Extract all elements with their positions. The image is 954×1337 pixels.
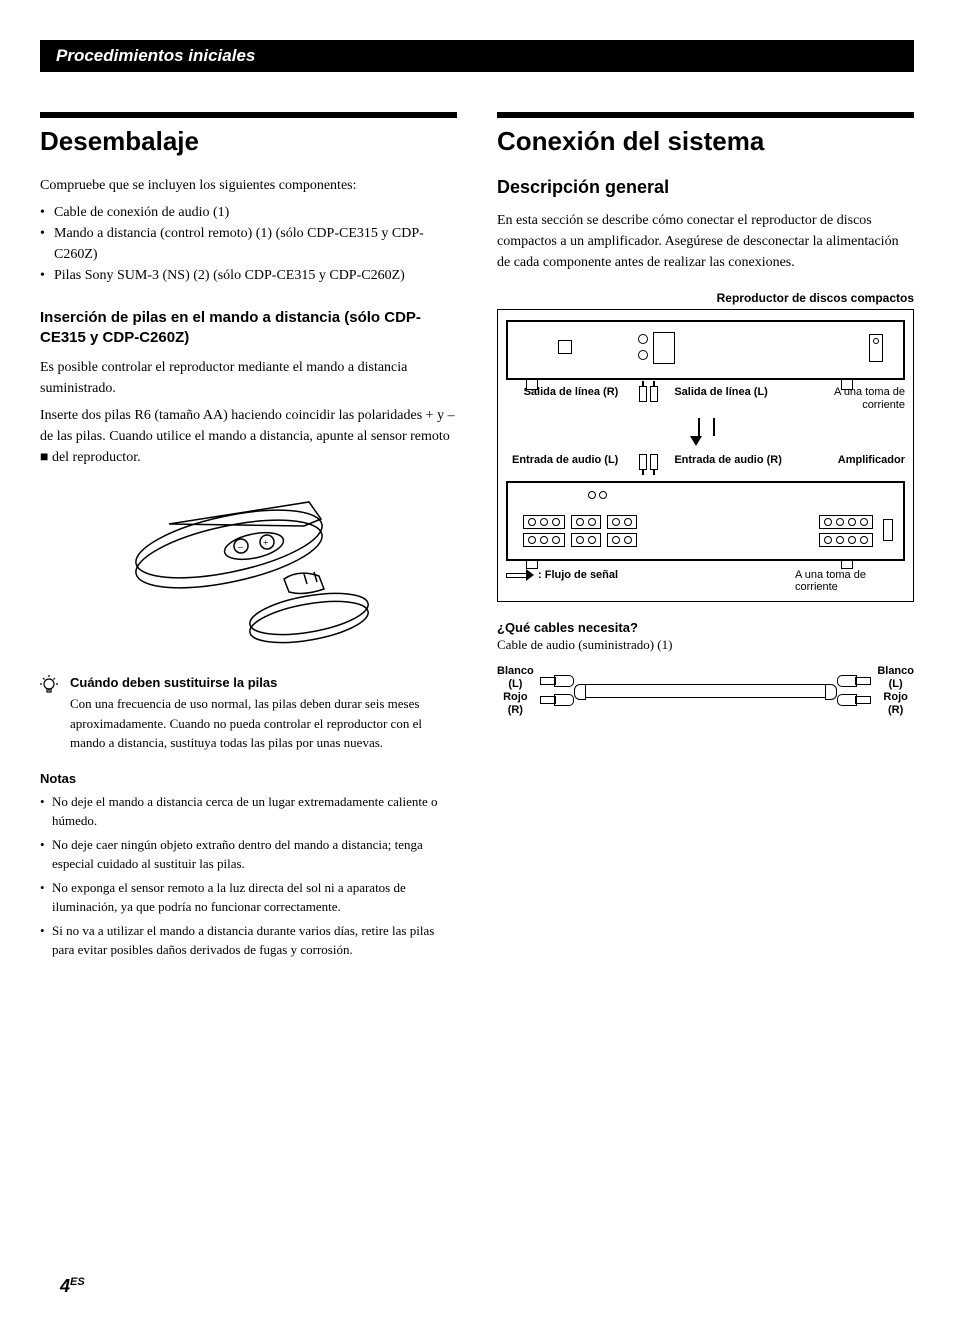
cd-player-label: Reproductor de discos compactos xyxy=(497,291,914,305)
remote-control-illustration: – + xyxy=(40,484,457,659)
notes-heading: Notas xyxy=(40,771,457,786)
connection-diagram: Salida de línea (R) Salida de línea (L) … xyxy=(497,309,914,602)
h1-desembalaje: Desembalaje xyxy=(40,126,457,157)
left-column: Desembalaje Compruebe que se incluyen lo… xyxy=(40,112,457,964)
tip-content: Cuándo deben sustituirse la pilas Con un… xyxy=(70,675,457,753)
audio-in-labels: Entrada de audio (L) Entrada de audio (R… xyxy=(506,454,905,474)
component-list: Cable de conexión de audio (1) Mando a d… xyxy=(40,202,457,286)
note-item: No deje caer ningún objeto extraño dentr… xyxy=(40,835,457,874)
rca-plugs-right xyxy=(837,675,871,707)
component-item: Pilas Sony SUM-3 (NS) (2) (sólo CDP-CE31… xyxy=(40,265,457,286)
audio-cable-diagram: Blanco (L) Rojo (R) Blanco (L) Rojo (R) xyxy=(497,665,914,718)
audio-in-r-label: Entrada de audio (R) xyxy=(674,454,786,474)
cable-wire xyxy=(580,684,832,698)
svg-text:–: – xyxy=(237,542,244,553)
h2-descripcion: Descripción general xyxy=(497,177,914,198)
note-item: No exponga el sensor remoto a la luz dir… xyxy=(40,878,457,917)
component-item: Mando a distancia (control remoto) (1) (… xyxy=(40,223,457,265)
rule xyxy=(497,112,914,118)
tip-lightbulb-icon xyxy=(40,675,60,753)
flow-legend-row: : Flujo de señal A una toma de corriente xyxy=(506,569,905,593)
line-out-l-label: Salida de línea (L) xyxy=(674,386,786,412)
two-column-layout: Desembalaje Compruebe que se incluyen lo… xyxy=(40,112,914,964)
signal-flow-icon xyxy=(506,570,534,580)
h3-battery-insert: Inserción de pilas en el mando a distanc… xyxy=(40,308,457,347)
rca-plugs-left xyxy=(540,675,574,707)
section-header-bar: Procedimientos iniciales xyxy=(40,40,914,72)
flow-legend: : Flujo de señal xyxy=(506,569,618,593)
cable-label-left: Blanco (L) Rojo (R) xyxy=(497,665,534,718)
amplifier-box xyxy=(506,481,905,561)
tip-block: Cuándo deben sustituirse la pilas Con un… xyxy=(40,675,457,753)
page-number: 4ES xyxy=(60,1276,85,1297)
cable-run xyxy=(506,418,905,448)
h1-conexion: Conexión del sistema xyxy=(497,126,914,157)
notes-list: No deje el mando a distancia cerca de un… xyxy=(40,792,457,960)
tip-title: Cuándo deben sustituirse la pilas xyxy=(70,675,457,690)
line-out-r-label: Salida de línea (R) xyxy=(506,386,622,412)
overview-text: En esta sección se describe cómo conecta… xyxy=(497,210,914,273)
rule xyxy=(40,112,457,118)
cable-label-right: Blanco (L) Rojo (R) xyxy=(877,665,914,718)
component-item: Cable de conexión de audio (1) xyxy=(40,202,457,223)
audio-in-l-label: Entrada de audio (L) xyxy=(506,454,622,474)
battery-p1: Es posible controlar el reproductor medi… xyxy=(40,357,457,399)
cd-player-box xyxy=(506,320,905,380)
cables-answer: Cable de audio (suministrado) (1) xyxy=(497,637,914,653)
tip-body: Con una frecuencia de uso normal, las pi… xyxy=(70,694,457,753)
outlet-bottom-label: A una toma de corriente xyxy=(795,569,905,593)
amp-label: Amplificador xyxy=(793,454,905,474)
cables-question: ¿Qué cables necesita? xyxy=(497,620,914,635)
note-item: Si no va a utilizar el mando a distancia… xyxy=(40,921,457,960)
note-item: No deje el mando a distancia cerca de un… xyxy=(40,792,457,831)
svg-text:+: + xyxy=(263,538,269,549)
battery-p2: Inserte dos pilas R6 (tamaño AA) haciend… xyxy=(40,405,457,468)
right-column: Conexión del sistema Descripción general… xyxy=(497,112,914,964)
intro-text: Compruebe que se incluyen los siguientes… xyxy=(40,175,457,196)
